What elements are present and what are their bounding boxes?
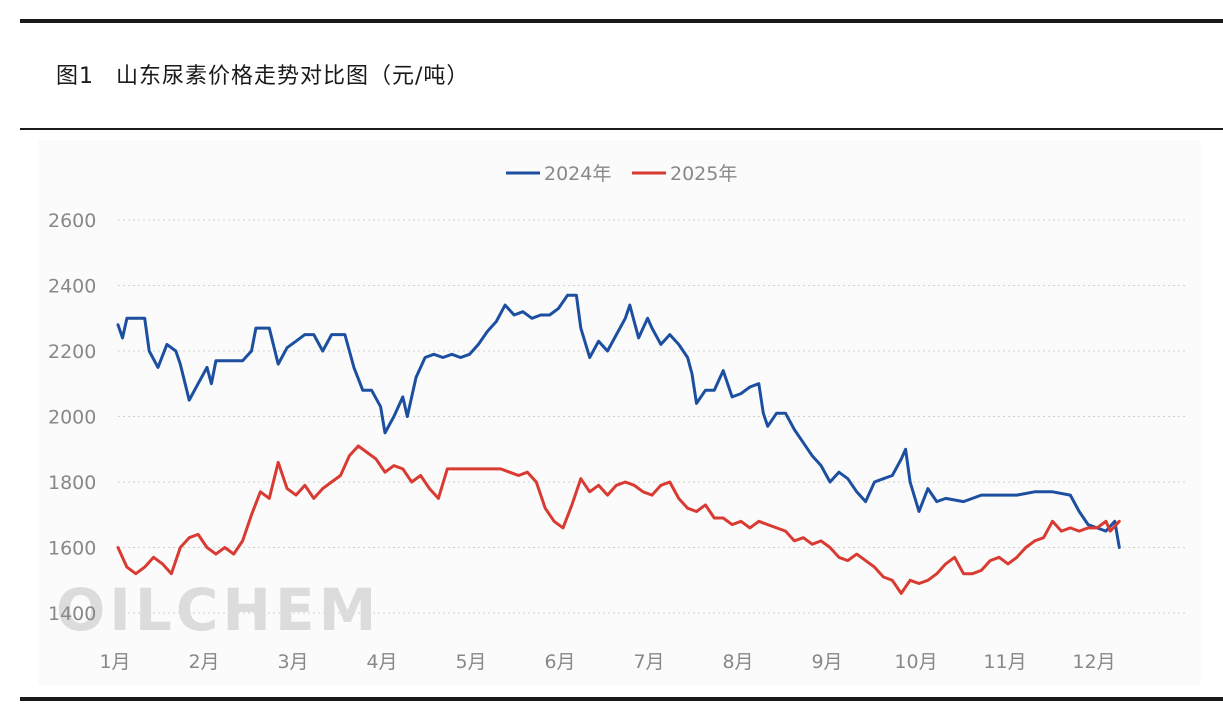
x-tick-label: 10月 [894,651,937,673]
figure-title-text: 山东尿素价格走势对比图（元/吨） [116,64,470,89]
x-tick-label: 6月 [544,651,575,673]
series-line-2024 [116,293,1121,549]
grid-lines [118,219,1186,614]
bottom-rule [20,697,1223,701]
x-tick-label: 12月 [1072,651,1115,673]
y-tick-label: 2600 [48,210,96,232]
figure-number: 图1 [56,64,94,89]
y-tick-label: 2400 [48,276,96,298]
title-rule [20,128,1223,130]
y-tick-label: 1600 [48,538,96,560]
y-axis-ticks: 1400 1600 1800 2000 2200 2400 2600 [48,210,96,625]
legend-item-2025: 2025年 [632,163,737,185]
watermark: OILCHEM [56,576,380,644]
y-tick-label: 1400 [48,603,96,625]
y-tick-label: 1800 [48,472,96,494]
legend-label: 2024年 [544,163,611,185]
x-tick-label: 3月 [277,651,308,673]
x-axis-ticks: 1月 2月 3月 4月 5月 6月 7月 8月 9月 10月 11月 12月 [99,651,1115,673]
legend: 2024年 2025年 [506,163,737,185]
legend-label: 2025年 [670,163,737,185]
x-tick-label: 5月 [455,651,486,673]
figure-title: 图1 山东尿素价格走势对比图（元/吨） [56,58,469,90]
series-lines [116,293,1121,595]
chart-panel: OILCHEM 1400 1600 1800 2000 2200 2400 2600 1月 2… [38,140,1201,685]
y-tick-label: 2000 [48,407,96,429]
price-chart: OILCHEM 1400 1600 1800 2000 2200 2400 2600 1月 2… [48,163,1186,673]
legend-item-2024: 2024年 [506,163,611,185]
x-tick-label: 1月 [99,651,130,673]
x-tick-label: 11月 [983,651,1026,673]
x-tick-label: 8月 [722,651,753,673]
y-tick-label: 2200 [48,341,96,363]
x-tick-label: 4月 [366,651,397,673]
x-tick-label: 2月 [188,651,219,673]
x-tick-label: 7月 [633,651,664,673]
top-rule [20,19,1223,23]
x-tick-label: 9月 [811,651,842,673]
series-line-2025 [116,444,1121,595]
